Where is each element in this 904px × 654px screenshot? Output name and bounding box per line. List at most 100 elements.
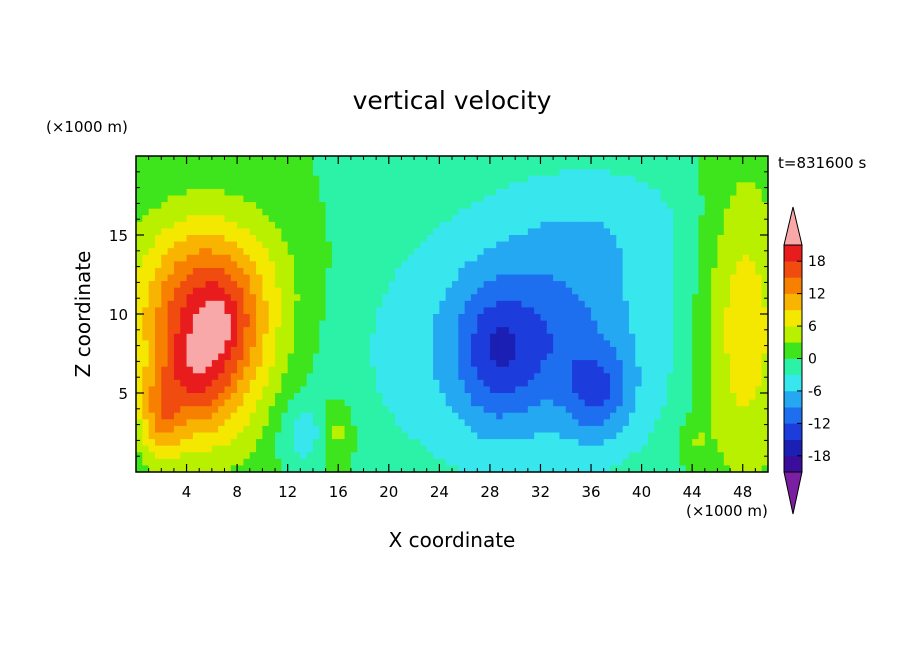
- contour-cell: [502, 333, 510, 341]
- contour-cell: [154, 465, 162, 473]
- contour-cell: [616, 346, 624, 354]
- contour-cell: [281, 399, 289, 407]
- contour-cell: [414, 340, 421, 348]
- contour-cell: [749, 195, 756, 203]
- contour-cell: [249, 425, 257, 433]
- contour-cell: [363, 287, 371, 295]
- contour-cell: [647, 208, 655, 216]
- contour-cell: [521, 393, 529, 400]
- contour-cell: [711, 188, 718, 196]
- contour-cell: [268, 327, 276, 335]
- contour-cell: [521, 195, 529, 203]
- contour-cell: [540, 300, 548, 308]
- contour-cell: [508, 399, 516, 407]
- contour-cell: [489, 412, 497, 420]
- contour-cell: [420, 386, 428, 394]
- contour-cell: [426, 419, 434, 427]
- contour-cell: [312, 241, 320, 249]
- contour-cell: [515, 188, 522, 196]
- contour-cell: [173, 228, 181, 236]
- contour-cell: [237, 465, 244, 473]
- contour-cell: [439, 169, 447, 177]
- contour-cell: [243, 346, 251, 354]
- contour-cell: [376, 169, 383, 177]
- contour-cell: [723, 366, 731, 374]
- contour-cell: [300, 320, 308, 328]
- contour-cell: [698, 274, 706, 282]
- contour-cell: [414, 241, 421, 249]
- contour-cell: [199, 169, 206, 177]
- contour-cell: [635, 195, 642, 203]
- contour-cell: [154, 360, 162, 368]
- contour-cell: [616, 340, 624, 348]
- contour-cell: [180, 261, 187, 269]
- contour-cell: [237, 228, 244, 236]
- contour-cell: [319, 156, 326, 163]
- contour-cell: [312, 393, 320, 400]
- contour-cell: [275, 399, 282, 407]
- contour-cell: [287, 228, 295, 236]
- contour-cell: [717, 366, 725, 374]
- contour-cell: [584, 320, 592, 328]
- contour-cell: [325, 267, 333, 275]
- contour-cell: [331, 228, 339, 236]
- contour-cell: [439, 162, 447, 170]
- contour-cell: [173, 202, 181, 210]
- contour-cell: [458, 445, 466, 453]
- contour-cell: [136, 346, 143, 354]
- contour-cell: [515, 333, 522, 341]
- contour-cell: [218, 241, 225, 249]
- contour-cell: [749, 346, 756, 354]
- contour-cell: [527, 340, 535, 348]
- contour-cell: [338, 314, 345, 321]
- contour-cell: [616, 287, 624, 295]
- contour-cell: [452, 406, 459, 414]
- contour-cell: [249, 458, 257, 466]
- contour-cell: [603, 156, 611, 163]
- contour-cell: [426, 439, 434, 447]
- contour-cell: [180, 188, 187, 196]
- contour-cell: [452, 445, 459, 453]
- contour-cell: [433, 228, 440, 236]
- contour-cell: [369, 452, 377, 460]
- contour-cell: [603, 386, 611, 394]
- contour-cell: [711, 162, 718, 170]
- contour-cell: [426, 373, 434, 381]
- contour-cell: [211, 379, 219, 387]
- contour-cell: [161, 156, 168, 163]
- contour-cell: [300, 254, 308, 262]
- contour-cell: [287, 452, 295, 460]
- contour-cell: [628, 254, 636, 262]
- contour-cell: [344, 228, 352, 236]
- contour-cell: [275, 386, 282, 394]
- contour-cell: [591, 287, 598, 295]
- time-label: t=831600 s: [778, 154, 867, 172]
- contour-cell: [249, 419, 257, 427]
- contour-cell: [730, 452, 737, 460]
- contour-cell: [578, 221, 586, 229]
- contour-cell: [154, 281, 162, 289]
- contour-cell: [218, 360, 225, 368]
- contour-cell: [300, 393, 308, 400]
- contour-cell: [256, 162, 263, 170]
- contour-cell: [224, 445, 232, 453]
- contour-cell: [470, 169, 478, 177]
- contour-cell: [388, 202, 396, 210]
- contour-cell: [388, 340, 396, 348]
- contour-cell: [553, 346, 560, 354]
- contour-cell: [521, 248, 529, 256]
- contour-cell: [445, 327, 453, 335]
- contour-cell: [256, 215, 263, 223]
- contour-cell: [515, 340, 522, 348]
- contour-cell: [407, 300, 415, 308]
- contour-cell: [534, 373, 541, 381]
- contour-cell: [647, 393, 655, 400]
- contour-cell: [148, 182, 156, 190]
- contour-cell: [603, 208, 611, 216]
- contour-cell: [553, 419, 560, 427]
- contour-cell: [388, 267, 396, 275]
- contour-cell: [508, 254, 516, 262]
- contour-cell: [477, 254, 484, 262]
- contour-cell: [173, 241, 181, 249]
- contour-cell: [243, 439, 251, 447]
